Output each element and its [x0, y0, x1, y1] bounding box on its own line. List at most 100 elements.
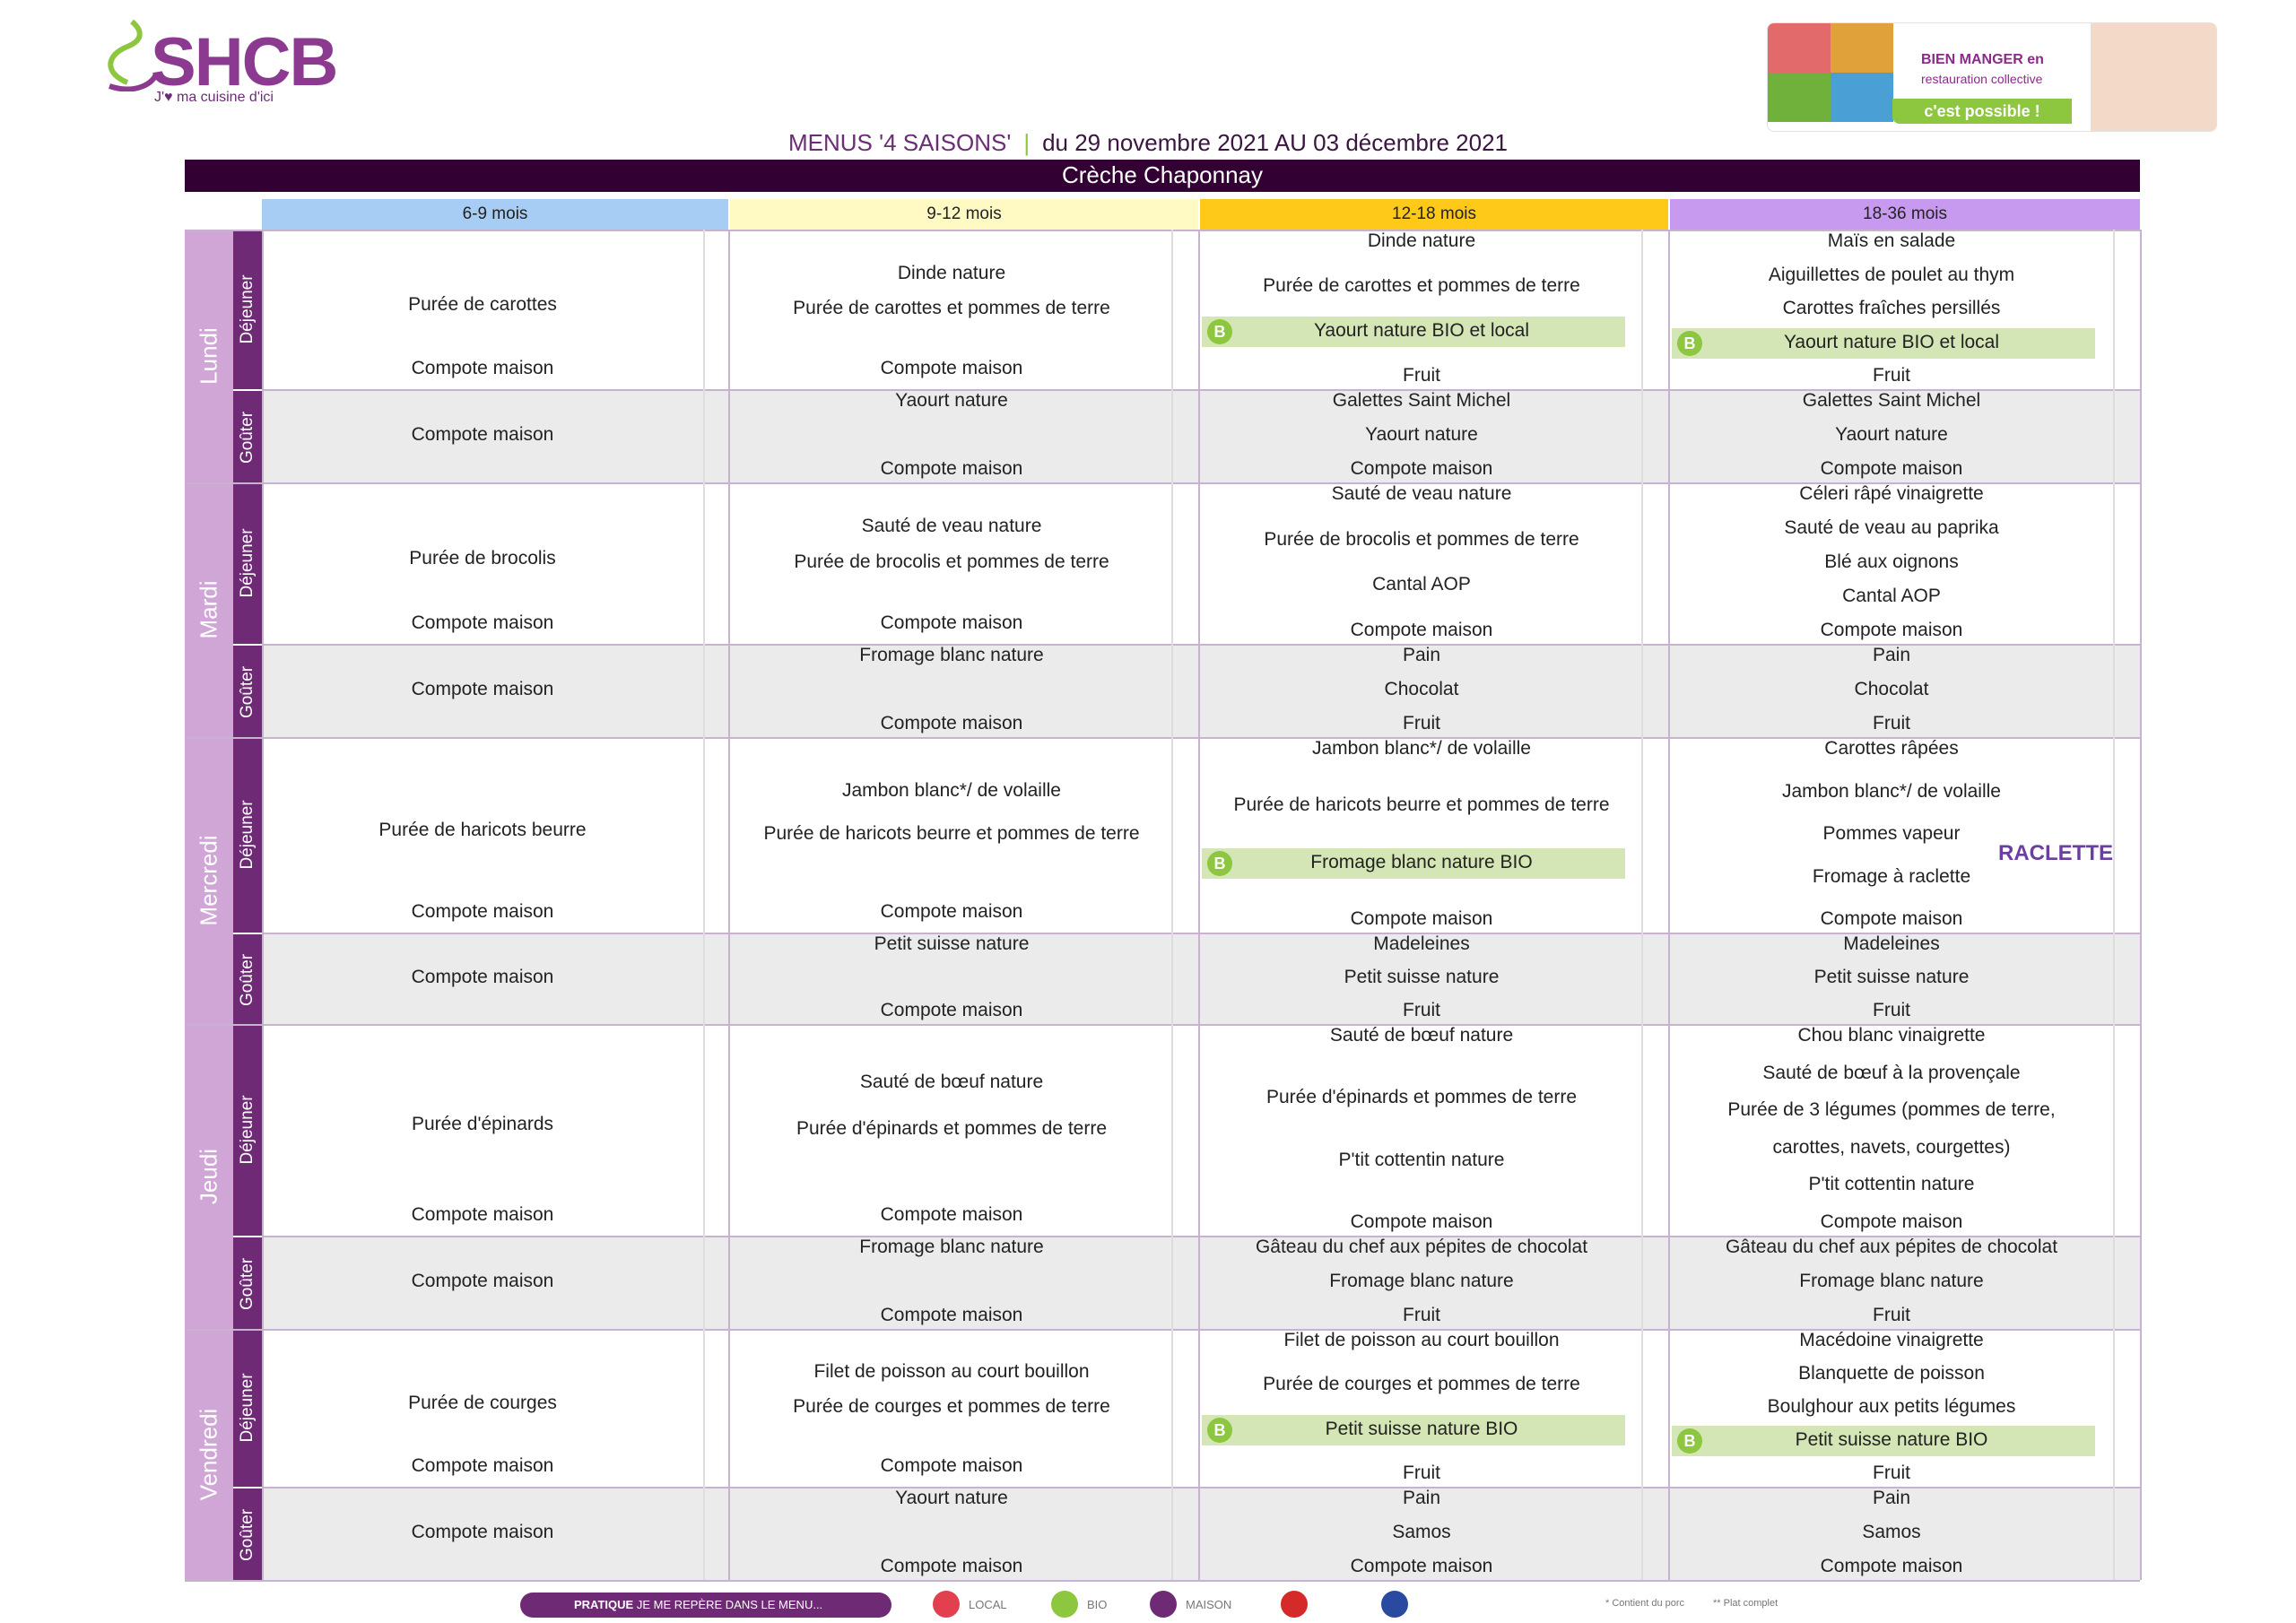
menu-item: Fruit [1873, 1000, 1910, 1020]
logo-tagline: J'♥ ma cuisine d'ici [154, 90, 274, 105]
menu-item: Fruit [1873, 1462, 1910, 1483]
menu-item: Purée de carottes et pommes de terre [1263, 275, 1580, 296]
day-name: Mardi [195, 580, 222, 639]
menu-item: Compote maison [880, 358, 1023, 378]
menu-item: Gâteau du chef aux pépites de chocolat [1725, 1237, 2058, 1257]
menu-item: Compote maison [411, 424, 554, 445]
menu-item: Purée de courges et pommes de terre [1263, 1374, 1580, 1395]
meal-label-gouter: Goûter [233, 933, 262, 1026]
menu-item: Compote maison [411, 612, 554, 633]
menu-item: Petit suisse nature [1813, 967, 1970, 987]
menu-item: Petit suisse nature BIO [1795, 1429, 1988, 1450]
bio-badge-icon: B [1677, 1428, 1702, 1454]
meal-divider [262, 644, 2140, 646]
day-name: Mercredi [195, 835, 222, 926]
row-divider [185, 482, 2140, 484]
column-divider [1668, 230, 1670, 1580]
menu-item: Yaourt nature [1365, 424, 1478, 445]
meal-label-dejeuner: Déjeuner [233, 482, 262, 644]
menu-item: Compote maison [1820, 1211, 1963, 1232]
title-separator: | [1023, 129, 1031, 156]
column-divider [262, 230, 264, 1580]
menu-item: Yaourt nature [895, 1488, 1008, 1508]
menu-item: Compote maison [411, 358, 554, 378]
menu-item: Purée d'épinards [411, 1114, 554, 1135]
menu-item: Samos [1392, 1522, 1451, 1542]
menu-item: Céleri râpé vinaigrette [1799, 483, 1984, 504]
menu-item: Sauté de veau nature [1331, 483, 1512, 504]
site-name: Crèche Chaponnay [185, 160, 2140, 192]
menu-item: Compote maison [411, 1522, 554, 1542]
menu-item: Compote maison [411, 679, 554, 699]
menu-item: Fruit [1403, 1305, 1440, 1325]
row-divider [185, 1024, 2140, 1026]
inner-column-divider [2113, 230, 2115, 1580]
menu-item: Pommes vapeur [1822, 823, 1961, 844]
menu-item: Purée de brocolis et pommes de terre [794, 551, 1109, 572]
menu-item: Purée de carottes [408, 294, 557, 316]
menu-item: Boulghour aux petits légumes [1767, 1396, 2016, 1417]
menu-item: Purée de courges [408, 1393, 557, 1414]
raclette-label: RACLETTE [1998, 841, 2113, 865]
menu-item: Fruit [1403, 713, 1440, 733]
menu-item: Fromage blanc nature [1799, 1271, 1984, 1291]
menu-item: Sauté de bœuf nature [1329, 1025, 1514, 1046]
meal-label-gouter: Goûter [233, 1236, 262, 1331]
menu-item: Filet de poisson au court bouillon [1283, 1330, 1560, 1350]
maison-pot-icon [1150, 1591, 1177, 1618]
menu-item: Compote maison [1820, 1556, 1963, 1576]
legend-local: LOCAL [969, 1598, 1007, 1611]
menu-item: Madeleines [1373, 933, 1470, 954]
menu-item: Compote maison [1350, 458, 1493, 479]
menu-item: Jambon blanc*/ de volaille [842, 780, 1061, 802]
menu-item: Compote maison [1350, 1556, 1493, 1576]
column-divider [2140, 230, 2142, 1580]
menu-item: Madeleines [1843, 933, 1940, 954]
row-divider [185, 737, 2140, 739]
menu-item: Jambon blanc*/ de volaille [1782, 780, 2001, 802]
menu-item: Compote maison [1350, 908, 1493, 929]
menu-item: Fruit [1873, 1305, 1910, 1325]
legend-pill: PRATIQUE JE ME REPÈRE DANS LE MENU... [520, 1593, 891, 1618]
menu-item: Compote maison [880, 1000, 1023, 1020]
menu-item: carottes, navets, courgettes) [1772, 1136, 2011, 1158]
menu-item: Fruit [1873, 713, 1910, 733]
bien-manger-banner [1767, 22, 2217, 132]
day-label-4: Vendredi [185, 1329, 233, 1580]
menu-item: Compote maison [1350, 620, 1493, 640]
dejeuner-label: Déjeuner [238, 528, 257, 598]
bio-icon [1051, 1591, 1078, 1618]
dejeuner-label: Déjeuner [238, 274, 257, 344]
column-divider [1198, 230, 1200, 1580]
day-name: Jeudi [195, 1148, 222, 1205]
menu-item: Compote maison [880, 612, 1023, 633]
menu-item: Compote maison [880, 1556, 1023, 1576]
menu-item: Purée de 3 légumes (pommes de terre, [1727, 1099, 2056, 1121]
legend-bio: BIO [1087, 1598, 1108, 1611]
bio-highlight [1202, 1414, 1625, 1445]
meal-divider [262, 389, 2140, 391]
menu-item: Yaourt nature BIO et local [1313, 320, 1530, 341]
menu-item: Purée de brocolis [409, 548, 556, 569]
menu-item: Compote maison [880, 1455, 1023, 1476]
menu-item: Chou blanc vinaigrette [1797, 1025, 1986, 1046]
bio-badge-icon: B [1207, 1417, 1232, 1443]
menu-item: Compote maison [880, 713, 1023, 733]
menu-item: Yaourt nature [1835, 424, 1948, 445]
dejeuner-label: Déjeuner [238, 800, 257, 870]
banner-title: BIEN MANGER en [1921, 52, 2044, 67]
menus-label: MENUS '4 SAISONS' [787, 129, 1012, 156]
dejeuner-label: Déjeuner [238, 1373, 257, 1443]
row-divider [185, 1329, 2140, 1331]
menu-item: Purée de carottes et pommes de terre [793, 298, 1110, 318]
inner-column-divider [1171, 230, 1173, 1580]
inner-column-divider [703, 230, 705, 1580]
menu-item: Compote maison [1820, 908, 1963, 929]
menu-item: Galettes Saint Michel [1802, 390, 1981, 411]
steam-icon [108, 20, 159, 91]
age-header-9-12: 9-12 mois [730, 199, 1198, 230]
bio-highlight [1672, 1426, 2095, 1456]
menu-item: Fromage à raclette [1812, 865, 1971, 887]
menu-item: Purée de brocolis et pommes de terre [1264, 528, 1579, 550]
menu-item: Fruit [1403, 1000, 1440, 1020]
